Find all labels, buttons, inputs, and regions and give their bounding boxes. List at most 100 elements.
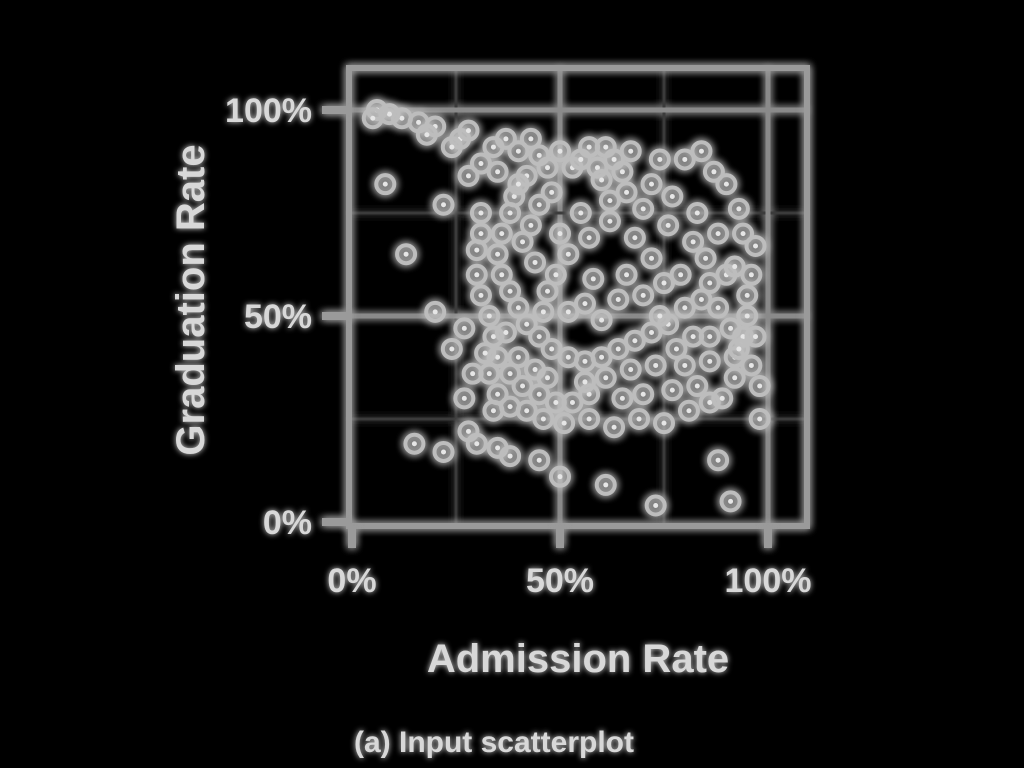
- data-point: [657, 214, 680, 237]
- data-point-center: [603, 482, 609, 488]
- data-point: [486, 243, 509, 266]
- data-point: [653, 272, 675, 295]
- data-point-center: [707, 280, 713, 286]
- data-point-center: [665, 222, 671, 228]
- data-point: [569, 148, 592, 171]
- data-point-center: [632, 338, 638, 344]
- data-point-center: [499, 272, 505, 278]
- data-point-center: [536, 202, 542, 208]
- data-point-center: [545, 165, 551, 171]
- data-point-center: [582, 301, 588, 307]
- data-point-center: [673, 346, 679, 352]
- data-point-center: [682, 156, 688, 162]
- data-point-center: [490, 334, 496, 340]
- data-point: [740, 263, 763, 286]
- data-point-center: [545, 375, 551, 381]
- data-point-center: [520, 383, 526, 389]
- data-point-center: [682, 305, 688, 311]
- data-point-center: [478, 161, 484, 167]
- data-point-center: [441, 202, 447, 208]
- data-point-center: [657, 156, 663, 162]
- data-point: [465, 239, 488, 262]
- data-point-center: [736, 206, 742, 212]
- data-point-center: [624, 189, 630, 195]
- data-point: [432, 193, 455, 216]
- data-point: [632, 284, 655, 307]
- data-point: [536, 280, 559, 303]
- data-point: [490, 263, 513, 286]
- data-point: [644, 354, 667, 377]
- data-point: [623, 226, 646, 249]
- data-point: [573, 292, 596, 315]
- data-point: [511, 230, 534, 253]
- data-point: [374, 173, 397, 196]
- data-point: [549, 140, 571, 163]
- data-point: [632, 197, 655, 220]
- data-point: [415, 123, 438, 146]
- data-point: [603, 416, 626, 439]
- data-point-center: [495, 391, 501, 397]
- data-point-center: [603, 144, 609, 150]
- data-point: [395, 243, 418, 266]
- data-point-center: [507, 210, 513, 216]
- data-point: [499, 445, 522, 468]
- axis-tick-labels: 0% 50% 100% 0% 50% 100%: [225, 92, 811, 600]
- data-point-center: [586, 391, 592, 397]
- data-point: [432, 440, 455, 463]
- data-point-center: [416, 119, 422, 125]
- data-point: [532, 300, 555, 323]
- data-point-center: [478, 210, 484, 216]
- data-point: [578, 383, 601, 406]
- data-point: [494, 127, 517, 150]
- data-point-center: [486, 371, 492, 377]
- data-point-center: [753, 243, 759, 249]
- data-point-center: [503, 329, 509, 335]
- data-point-center: [628, 148, 634, 154]
- data-point: [748, 408, 771, 430]
- data-point: [557, 243, 580, 266]
- data-point: [590, 169, 613, 192]
- data-point: [469, 202, 492, 224]
- data-point-center: [611, 424, 617, 430]
- data-point-center: [599, 177, 605, 183]
- data-point: [536, 366, 559, 389]
- data-point: [715, 173, 738, 196]
- data-point-center: [698, 297, 704, 303]
- data-point-center: [549, 346, 555, 352]
- data-point-center: [682, 362, 688, 368]
- data-point: [615, 263, 638, 286]
- data-point-center: [728, 498, 734, 504]
- data-point-center: [753, 334, 759, 340]
- data-point-center: [599, 317, 605, 323]
- data-point: [661, 185, 684, 208]
- data-point: [628, 408, 651, 430]
- data-point-center: [486, 313, 492, 319]
- data-point-center: [441, 449, 447, 455]
- data-point: [594, 473, 617, 496]
- data-point-center: [565, 251, 571, 257]
- data-point-center: [632, 235, 638, 241]
- data-point-center: [649, 181, 655, 187]
- data-point: [748, 375, 771, 398]
- data-point-center: [382, 181, 388, 187]
- data-point-center: [669, 387, 675, 393]
- data-point-center: [499, 231, 505, 237]
- data-point-center: [370, 115, 376, 121]
- data-point: [598, 189, 621, 212]
- data-point-center: [399, 115, 405, 121]
- data-point: [673, 148, 696, 171]
- data-point-center: [690, 239, 696, 245]
- data-point: [524, 251, 547, 274]
- data-point-center: [757, 383, 763, 389]
- data-point: [532, 408, 555, 430]
- data-point-center: [594, 165, 600, 171]
- data-point: [469, 284, 492, 307]
- data-point: [677, 399, 700, 422]
- data-point: [586, 156, 609, 179]
- data-point-center: [590, 276, 596, 282]
- data-point: [598, 210, 621, 233]
- data-point: [648, 148, 671, 171]
- data-point: [723, 366, 746, 389]
- data-point: [690, 288, 713, 311]
